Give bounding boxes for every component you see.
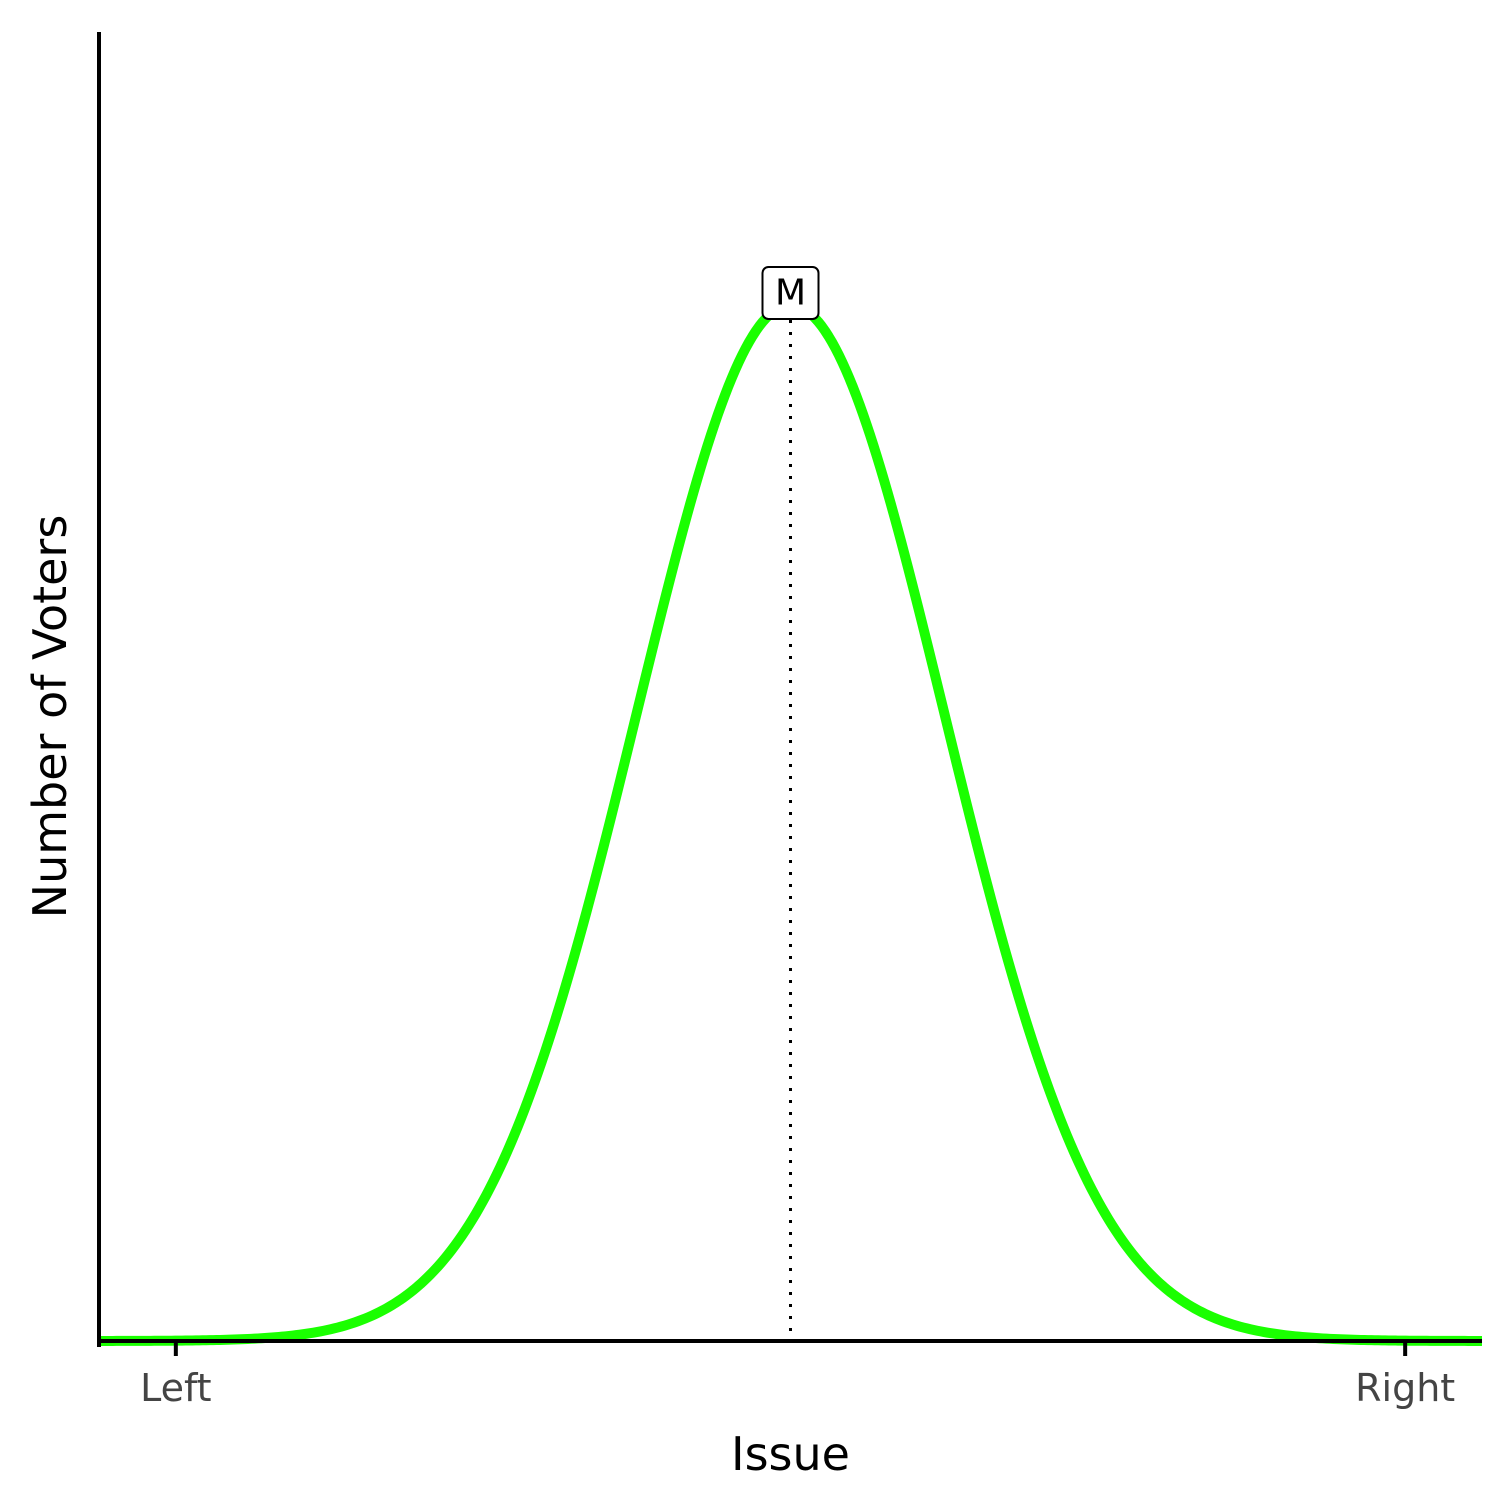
median-label-text: M (775, 273, 806, 314)
y-axis-title: Number of Voters (23, 515, 77, 919)
x-tick-label: Left (140, 1366, 212, 1410)
x-axis-title: Issue (731, 1427, 850, 1481)
x-tick-label: Right (1355, 1366, 1455, 1410)
median-label: M (761, 266, 820, 320)
median-label-box (761, 266, 820, 320)
